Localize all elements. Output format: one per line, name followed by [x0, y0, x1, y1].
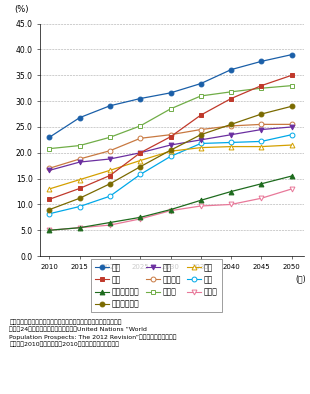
Text: (%): (%)	[14, 6, 29, 14]
Text: 資料）日本は国立社会保障・人口問題研究所「日本の将来推計人口
（平成24年１月推計）」。日本以外はUnited Nations “World
Populatio: 資料）日本は国立社会保障・人口問題研究所「日本の将来推計人口 （平成24年１月推…	[9, 319, 177, 347]
Text: (年): (年)	[296, 275, 306, 284]
Legend: 日本, 韓国, インドネシア, シンガポール, 英国, フランス, ドイツ, 米国, 中国, インド: 日本, 韓国, インドネシア, シンガポール, 英国, フランス, ドイツ, 米…	[91, 259, 222, 312]
